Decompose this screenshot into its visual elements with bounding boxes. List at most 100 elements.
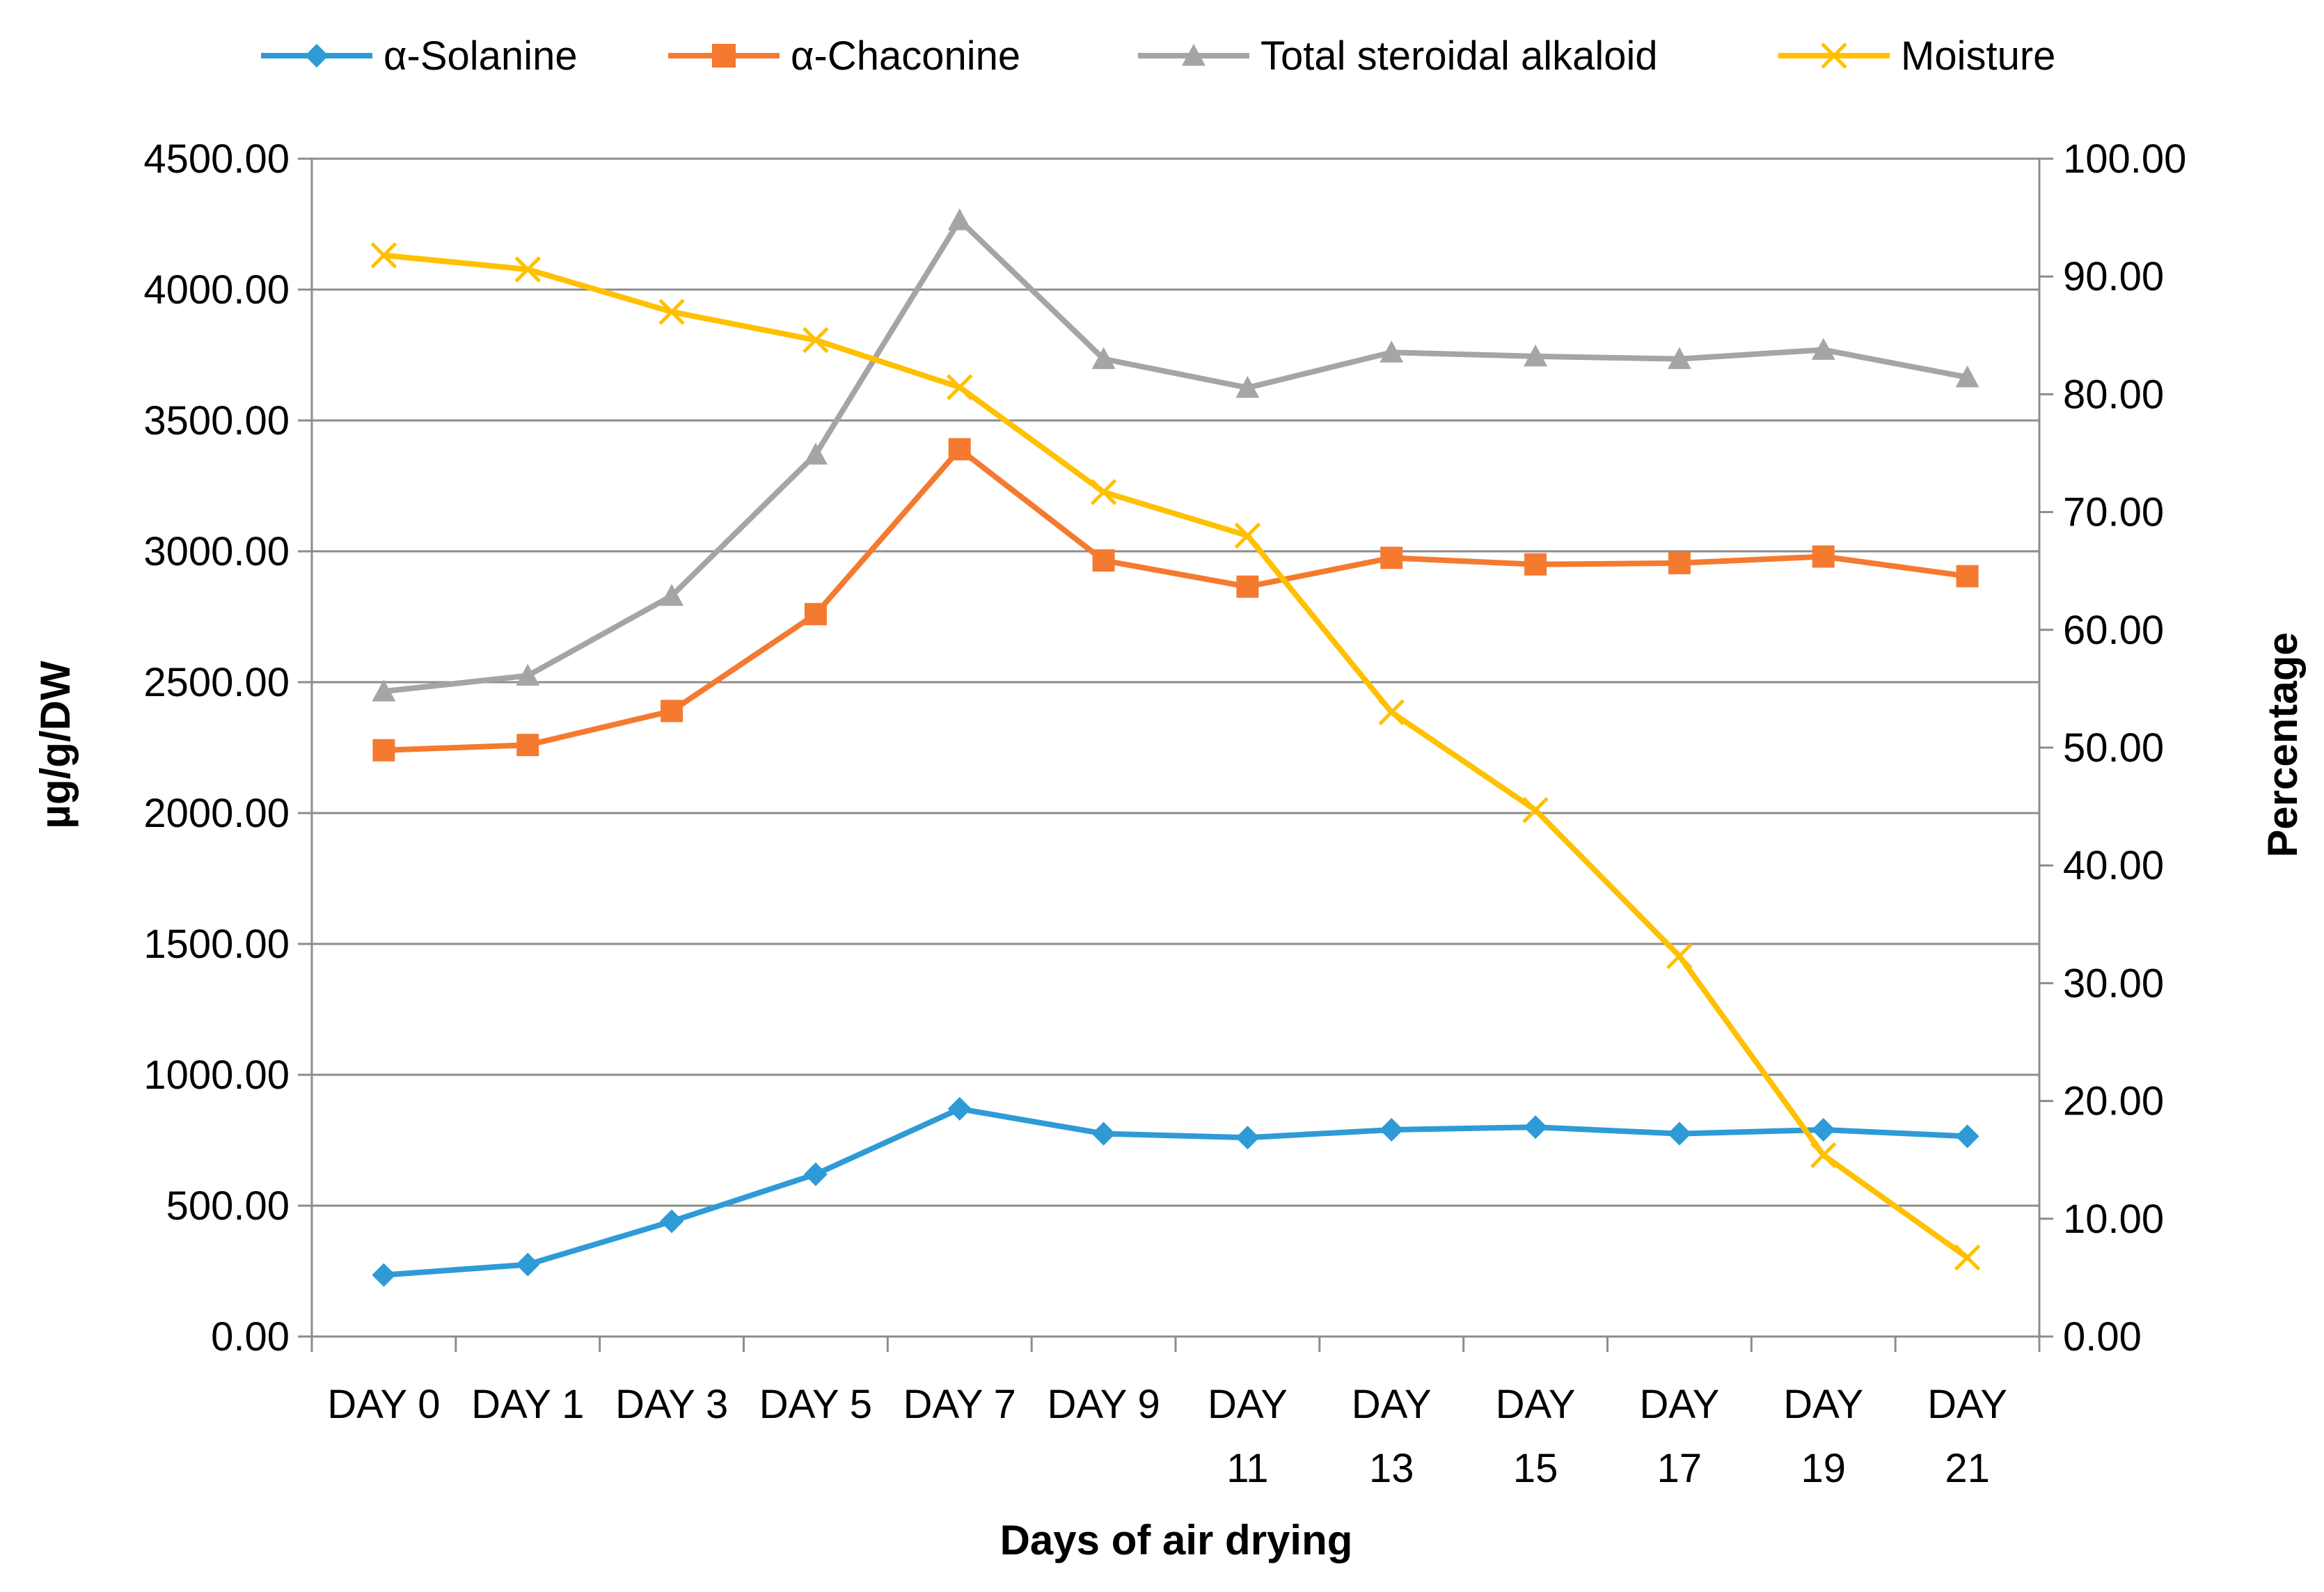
data-point: [1090, 479, 1117, 505]
y-right-tick-label: 50.00: [2063, 725, 2164, 771]
x-tick-label: DAY 7: [903, 1382, 1016, 1427]
y-right-tick-label: 60.00: [2063, 608, 2164, 653]
data-point: [370, 242, 397, 269]
data-point: [372, 679, 396, 702]
data-point: [1955, 1124, 1979, 1149]
y-left-tick-label: 1500.00: [143, 922, 290, 967]
x-tick-label: DAY 1: [471, 1382, 584, 1427]
x-tick-label: DAY 19: [1783, 1382, 1863, 1491]
data-point: [372, 739, 395, 762]
data-point: [661, 700, 683, 723]
y-right-tick-label: 30.00: [2063, 961, 2164, 1006]
legend-marker: [712, 44, 736, 68]
data-point: [516, 663, 540, 686]
legend-marker: [1821, 42, 1847, 69]
data-point: [1956, 565, 1979, 588]
legend-entry: α-Solanine: [261, 33, 578, 79]
data-point: [1954, 1244, 1981, 1271]
x-tick-label: DAY 17: [1639, 1382, 1719, 1491]
y-right-tick-label: 40.00: [2063, 843, 2164, 888]
x-tick-label: DAY 3: [615, 1382, 728, 1427]
y-left-tick-label: 3000.00: [143, 529, 290, 574]
data-point: [1667, 1121, 1691, 1146]
data-point: [658, 299, 685, 325]
y-left-tick-label: 1000.00: [143, 1053, 290, 1098]
y-right-tick-label: 90.00: [2063, 254, 2164, 299]
x-axis-title: Days of air drying: [1000, 1517, 1353, 1563]
data-point: [804, 603, 827, 626]
data-point: [1811, 338, 1835, 360]
data-point: [1522, 796, 1549, 823]
data-point: [372, 1263, 396, 1287]
data-point: [1524, 553, 1547, 576]
y-left-tick-label: 500.00: [166, 1183, 290, 1229]
data-point: [1235, 376, 1260, 398]
x-tick-label: DAY 11: [1208, 1382, 1288, 1491]
series-line: [384, 252, 1969, 1260]
data-point: [1380, 546, 1403, 569]
series-2: [372, 208, 1979, 702]
series-line: [384, 446, 1968, 753]
series-line: [383, 217, 1968, 695]
y-right-tick-label: 70.00: [2063, 490, 2164, 535]
series: [370, 208, 1981, 1287]
data-point: [660, 583, 684, 606]
data-point: [1235, 1126, 1260, 1150]
x-tick-label: DAY 13: [1352, 1382, 1432, 1491]
y-right-tick-label: 80.00: [2063, 372, 2164, 417]
y-left-tick-label: 3500.00: [143, 398, 290, 443]
series-0: [372, 1096, 1979, 1287]
legend-marker: [1182, 44, 1206, 66]
data-point: [948, 438, 971, 461]
x-tick-label: DAY 0: [327, 1382, 440, 1427]
y-left-tick-label: 2500.00: [143, 660, 290, 705]
data-point: [1091, 1121, 1116, 1146]
series-line: [384, 1105, 1968, 1278]
y-axis-title-left: µg/g/DW: [32, 661, 79, 829]
data-point: [1810, 1142, 1837, 1169]
data-point: [1666, 943, 1693, 970]
legend-label: Total steroidal alkaloid: [1260, 33, 1658, 79]
data-point: [803, 1162, 828, 1186]
y-right-tick-label: 100.00: [2063, 136, 2186, 182]
axes: 0.00 500.00 1000.00 1500.00 2000.00 2500.00 30…: [143, 136, 2186, 1491]
y-right-tick-label: 0.00: [2063, 1314, 2142, 1359]
legend-label: Moisture: [1901, 33, 2055, 79]
data-point: [514, 256, 542, 283]
data-point: [660, 1209, 684, 1234]
x-tick-label: DAY 5: [759, 1382, 872, 1427]
data-point: [1378, 699, 1405, 726]
gridlines: [312, 157, 2039, 1207]
data-point: [1812, 545, 1835, 568]
data-point: [947, 1096, 972, 1121]
y-left-tick-label: 2000.00: [143, 791, 290, 836]
y-left-tick-label: 0.00: [211, 1314, 290, 1359]
data-point: [1667, 347, 1691, 370]
data-point: [947, 208, 972, 230]
legend-entry: α-Chaconine: [668, 33, 1020, 79]
legend-entry: Total steroidal alkaloid: [1138, 33, 1658, 79]
data-point: [1092, 549, 1115, 572]
y-axis-title-right: Percentage: [2259, 632, 2306, 858]
x-tick-label: DAY 9: [1047, 1382, 1160, 1427]
data-point: [1380, 1117, 1404, 1142]
data-point: [803, 442, 828, 465]
x-tick-label: DAY 21: [1927, 1382, 2007, 1491]
series-1: [372, 438, 1979, 762]
data-point: [516, 734, 539, 757]
y-left-tick-label: 4500.00: [143, 136, 290, 182]
legend-entry: Moisture: [1778, 33, 2055, 79]
y-right-tick-label: 20.00: [2063, 1079, 2164, 1124]
data-point: [1236, 575, 1259, 598]
data-point: [1668, 551, 1691, 574]
data-point: [516, 1252, 540, 1277]
data-point: [1524, 1115, 1548, 1140]
legend-label: α-Solanine: [384, 33, 578, 79]
data-point: [1091, 347, 1116, 370]
x-tick-label: DAY 15: [1496, 1382, 1576, 1491]
data-point: [1380, 340, 1404, 363]
data-point: [1955, 365, 1979, 388]
y-right-tick-label: 10.00: [2063, 1197, 2164, 1242]
